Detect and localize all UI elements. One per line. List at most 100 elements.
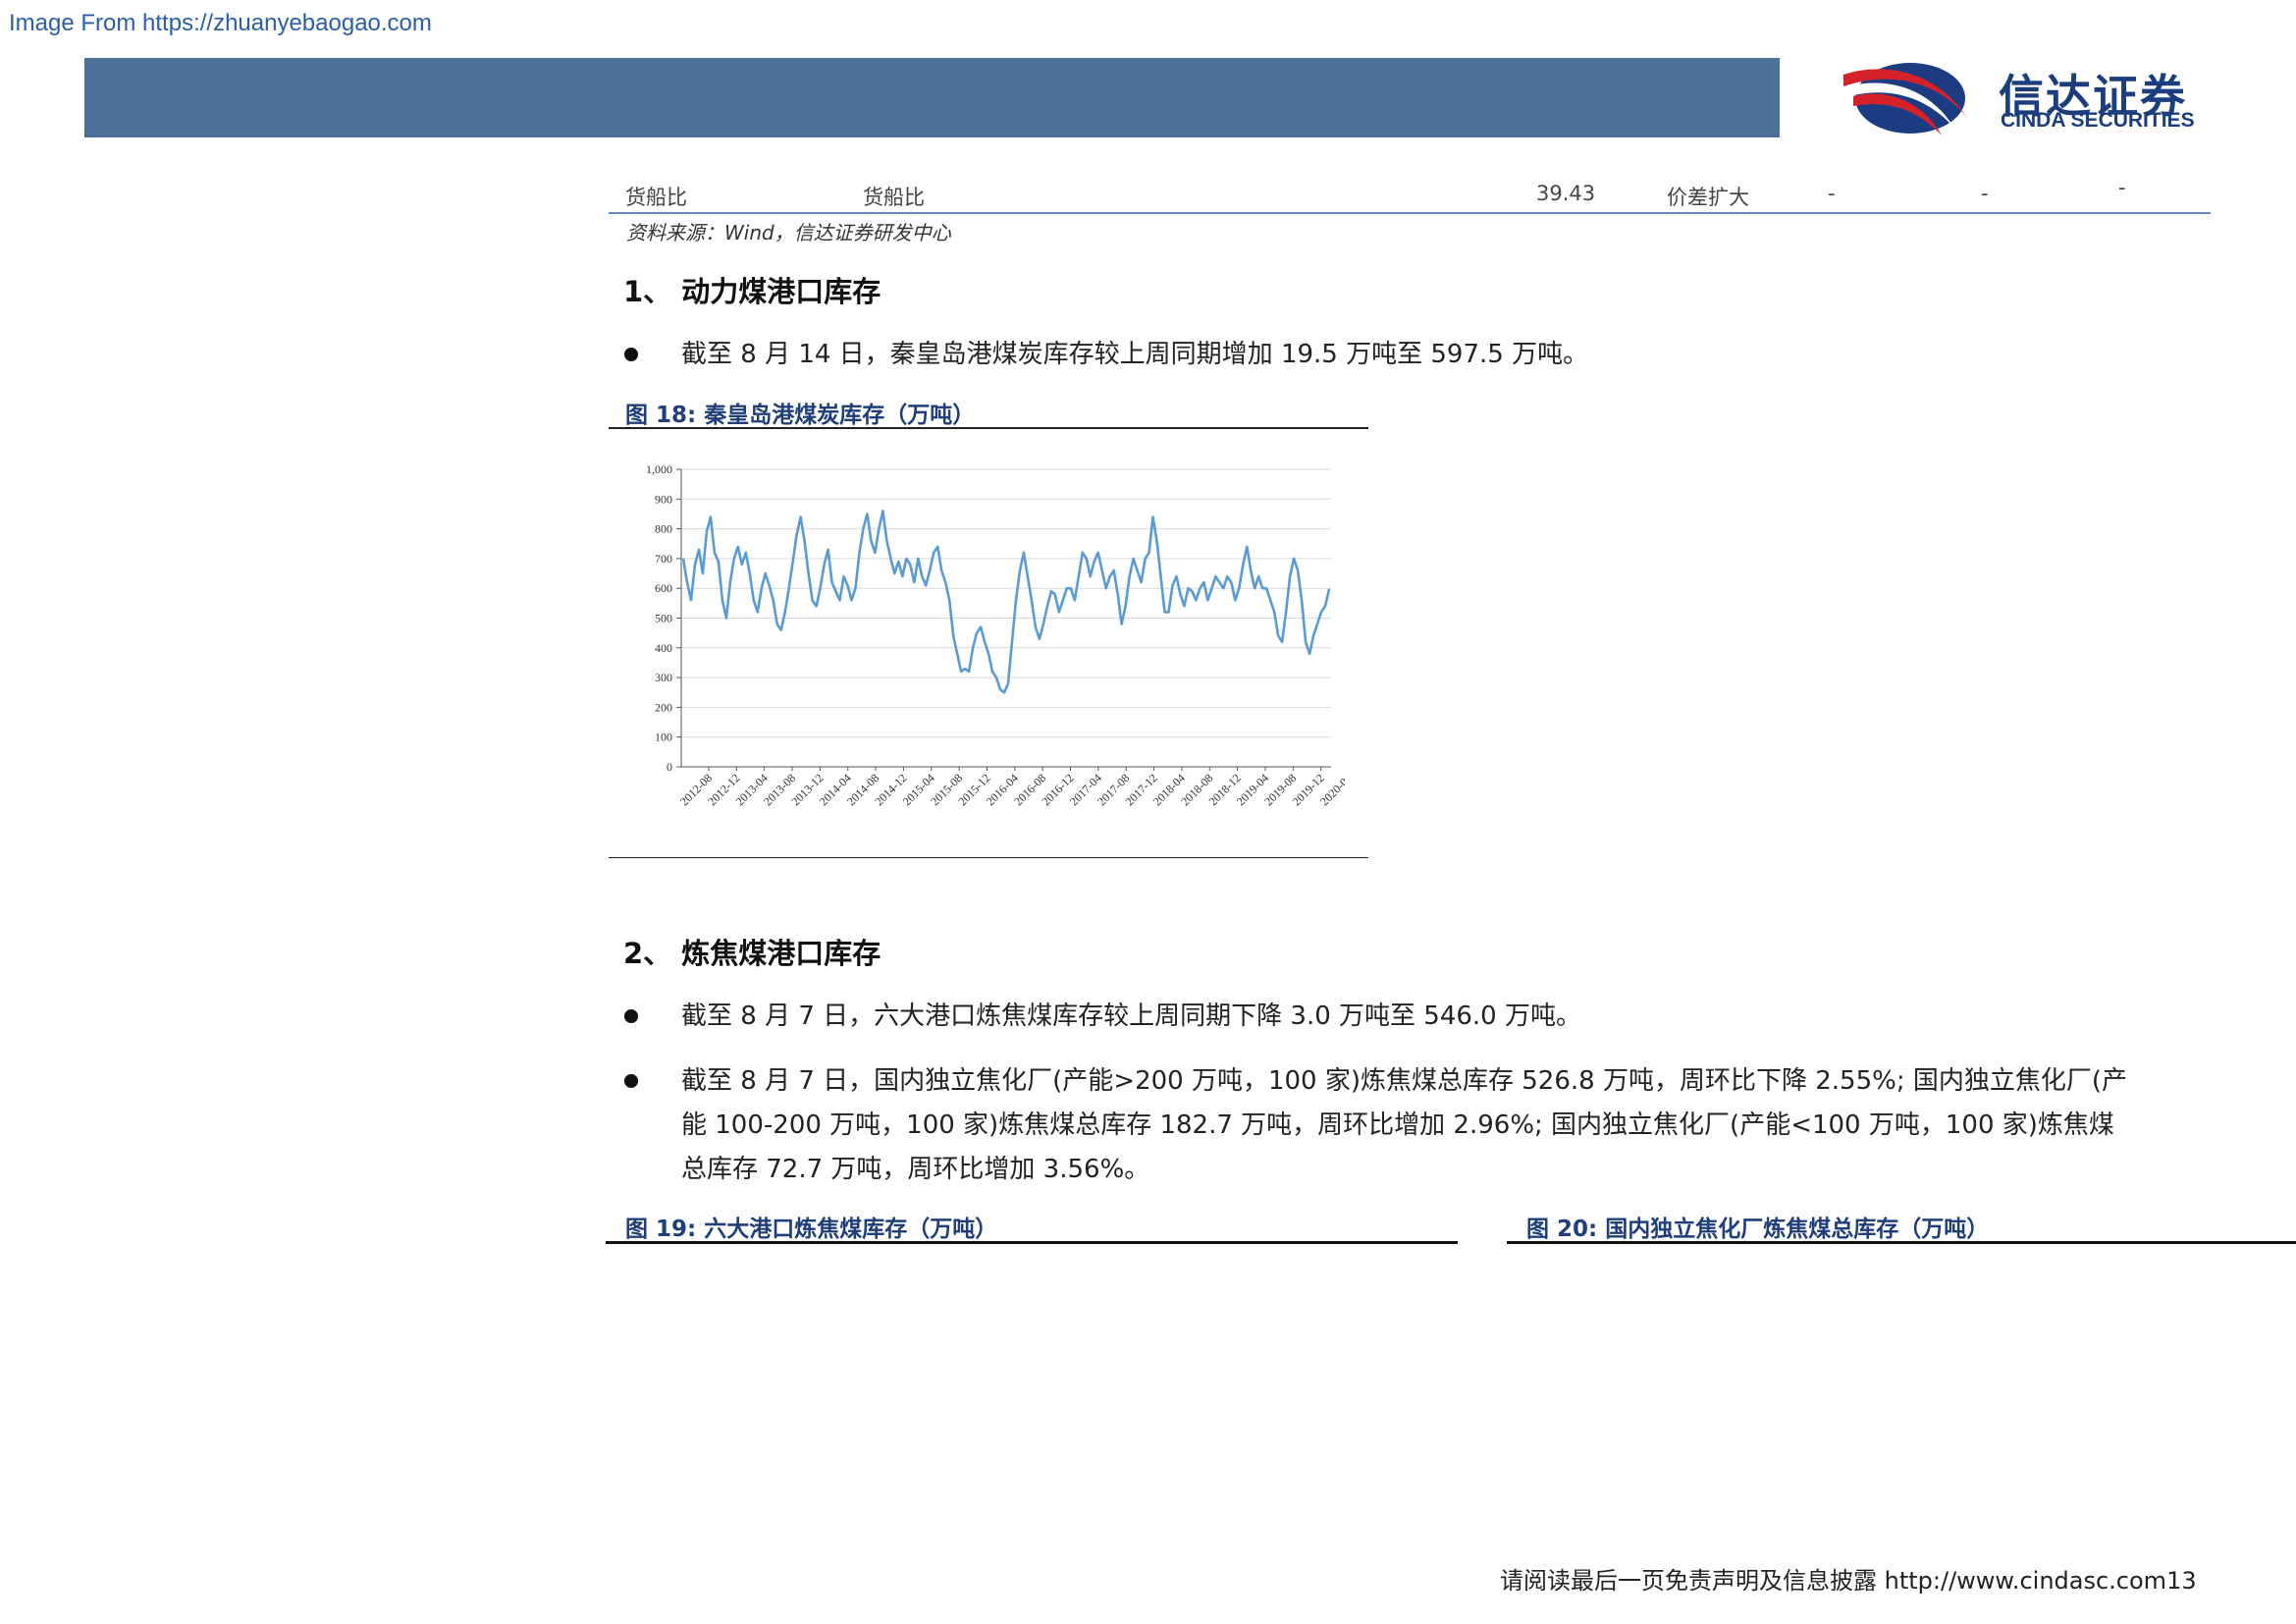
chart-data-point [894,572,895,573]
chart-data-point [1160,576,1161,577]
chart-data-point [1078,576,1079,577]
chart-data-point [1231,582,1232,583]
section-heading-coking-coal: 2、 炼焦煤港口库存 [623,931,881,972]
cinda-logo-icon [1840,57,1977,139]
chart-data-point [1062,600,1063,601]
chart-gridlines [681,469,1331,737]
chart-data-point [995,677,996,678]
chart-data-point [1247,546,1248,547]
section-heading-thermal-coal: 1、 动力煤港口库存 [623,269,881,310]
chart-data-point [1211,588,1212,589]
chart-data-point [843,576,844,577]
chart-data-point [890,558,891,559]
header-banner [84,58,1780,137]
chart-data-point [969,671,970,672]
table-cell-dash: - [1828,182,1836,205]
chart-y-tick-label: 700 [655,552,672,566]
chart-data-point [1141,582,1142,583]
chart-data-point [1125,606,1126,607]
chart-data-point [718,561,719,562]
chart-data-point [847,585,848,586]
chart-data-point [682,558,683,559]
chart-data-point [957,653,958,654]
chart-data-point [1320,612,1321,613]
chart-data-point [729,582,730,583]
chart-data-point [1097,552,1098,553]
table-bottom-rule [609,212,2211,214]
chart-data-point [1207,600,1208,601]
figure-19-top-rule [606,1241,1458,1244]
chart-data-point [898,561,899,562]
chart-data-point [1188,588,1189,589]
chart-data-point [1298,569,1299,570]
bullet-dot [624,1074,638,1088]
chart-data-point [808,572,809,573]
chart-data-point [1309,653,1310,654]
chart-data-point [1152,516,1153,517]
chart-data-point [1282,641,1283,642]
paragraph-coking-plants-line1: 截至 8 月 7 日，国内独立焦化厂(产能>200 万吨，100 家)炼焦煤总库… [681,1059,2127,1104]
chart-data-point [1101,569,1102,570]
chart-data-point [851,600,852,601]
chart-y-tick-label: 100 [655,731,672,744]
chart-data-point [945,582,946,583]
chart-data-point [1203,582,1204,583]
paragraph-six-ports-stock: 截至 8 月 7 日，六大港口炼焦煤库存较上周同期下降 3.0 万吨至 546.… [681,995,1581,1039]
chart-data-point [1031,600,1032,601]
chart-data-point [753,600,754,601]
chart-data-point [855,588,856,589]
chart-data-point [745,552,746,553]
chart-data-point [1145,558,1146,559]
chart-data-point [1258,576,1259,577]
chart-data-point [949,600,950,601]
chart-data-point [733,558,734,559]
chart-y-tick-label: 300 [655,671,672,684]
chart-data-point [902,576,903,577]
chart-data-point [1133,558,1134,559]
bullet-dot [624,1009,638,1023]
chart-data-point [871,540,872,541]
chart-y-tick-label: 800 [655,522,672,536]
chart-data-point [800,516,801,517]
chart-data-point [953,635,954,636]
chart-y-tick-label: 200 [655,700,672,714]
table-cell-dash: - [1981,182,1989,205]
chart-data-point [1070,588,1071,589]
chart-data-point [1109,576,1110,577]
source-watermark: Image From https://zhuanyebaogao.com [9,10,432,37]
chart-data-point [1312,635,1313,636]
chart-y-axis-ticks: 01002003004005006007008009001,000 [646,462,681,774]
chart-data-point [1035,626,1036,627]
chart-data-point [725,618,726,619]
chart-data-point [985,641,986,642]
table-cell-trend: 价差扩大 [1667,182,1749,211]
chart-data-point [1066,588,1067,589]
paragraph-qinhuangdao-stock: 截至 8 月 14 日，秦皇岛港煤炭库存较上周同期增加 19.5 万吨至 597… [681,333,1588,377]
chart-data-point [710,516,711,517]
chart-data-point [1129,576,1130,577]
chart-data-point [749,572,750,573]
paragraph-coking-plants-line3: 总库存 72.7 万吨，周环比增加 3.56%。 [681,1148,1149,1192]
figure-20-title: 图 20: 国内独立焦化厂炼焦煤总库存（万吨） [1526,1210,1989,1243]
chart-data-point [780,629,781,630]
chart-data-point [1137,569,1138,570]
paragraph-coking-plants-line2: 能 100-200 万吨，100 家)炼焦煤总库存 182.7 万吨，周环比增加… [681,1104,2114,1148]
chart-data-point [1278,635,1279,636]
chart-data-point [1274,612,1275,613]
chart-data-point [1266,588,1267,589]
chart-data-point [714,552,715,553]
chart-y-tick-label: 400 [655,641,672,655]
chart-data-point [831,582,832,583]
chart-data-point [1015,600,1016,601]
chart-data-point [1227,576,1228,577]
chart-data-point [1050,591,1051,592]
chart-data-point [1251,569,1252,570]
chart-data-point [1172,585,1173,586]
chart-data-point [839,600,840,601]
chart-y-tick-label: 500 [655,612,672,625]
chart-data-point [1180,594,1181,595]
chart-data-point [737,546,738,547]
chart-data-point [937,546,938,547]
chart-data-point [1094,561,1095,562]
chart-data-point [863,528,864,529]
